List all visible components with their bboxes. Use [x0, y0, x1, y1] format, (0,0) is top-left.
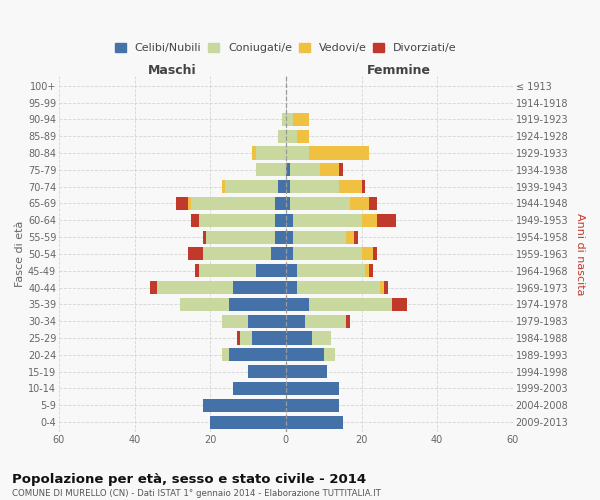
Bar [392, 298, 407, 311]
Legend: Celibi/Nubili, Coniugati/e, Vedovi/e, Divorziati/e: Celibi/Nubili, Coniugati/e, Vedovi/e, Di… [110, 38, 461, 58]
Bar [369, 264, 373, 278]
Bar [320, 164, 339, 176]
Text: Femmine: Femmine [367, 64, 431, 78]
Bar [256, 264, 286, 278]
Bar [286, 113, 293, 126]
Bar [150, 281, 157, 294]
Y-axis label: Anni di nascita: Anni di nascita [575, 212, 585, 295]
Bar [369, 197, 377, 210]
Bar [286, 348, 323, 362]
Bar [362, 180, 365, 193]
Bar [293, 248, 362, 260]
Bar [384, 281, 388, 294]
Bar [282, 113, 286, 126]
Bar [229, 298, 286, 311]
Bar [286, 365, 328, 378]
Bar [206, 230, 275, 243]
Bar [286, 382, 339, 395]
Bar [241, 332, 252, 344]
Bar [256, 164, 286, 176]
Bar [339, 180, 362, 193]
Bar [377, 214, 395, 227]
Bar [199, 214, 275, 227]
Y-axis label: Fasce di età: Fasce di età [15, 220, 25, 287]
Bar [210, 416, 286, 428]
Bar [286, 164, 290, 176]
Bar [362, 214, 377, 227]
Bar [286, 180, 290, 193]
Bar [313, 332, 331, 344]
Bar [373, 248, 377, 260]
Bar [323, 348, 335, 362]
Bar [380, 281, 384, 294]
Bar [354, 230, 358, 243]
Bar [275, 197, 286, 210]
Bar [286, 130, 297, 143]
Bar [286, 230, 293, 243]
Bar [286, 314, 305, 328]
Bar [286, 248, 293, 260]
Bar [199, 264, 256, 278]
Bar [362, 248, 373, 260]
Bar [203, 399, 286, 412]
Bar [233, 382, 286, 395]
Bar [221, 348, 229, 362]
Bar [286, 146, 308, 160]
Bar [188, 197, 191, 210]
Bar [346, 314, 350, 328]
Bar [229, 348, 286, 362]
Bar [278, 180, 286, 193]
Bar [290, 180, 339, 193]
Bar [271, 248, 286, 260]
Bar [286, 264, 297, 278]
Bar [191, 214, 199, 227]
Bar [286, 332, 313, 344]
Bar [293, 113, 308, 126]
Bar [286, 416, 343, 428]
Bar [286, 298, 308, 311]
Bar [286, 197, 290, 210]
Text: Popolazione per età, sesso e stato civile - 2014: Popolazione per età, sesso e stato civil… [12, 472, 366, 486]
Bar [286, 214, 293, 227]
Text: COMUNE DI MURELLO (CN) - Dati ISTAT 1° gennaio 2014 - Elaborazione TUTTITALIA.IT: COMUNE DI MURELLO (CN) - Dati ISTAT 1° g… [12, 489, 381, 498]
Bar [278, 130, 286, 143]
Bar [221, 314, 248, 328]
Bar [297, 130, 308, 143]
Bar [297, 281, 380, 294]
Bar [176, 197, 188, 210]
Bar [203, 248, 271, 260]
Bar [226, 180, 278, 193]
Bar [256, 146, 286, 160]
Bar [308, 298, 392, 311]
Bar [365, 264, 369, 278]
Bar [286, 281, 297, 294]
Bar [350, 197, 369, 210]
Bar [293, 214, 362, 227]
Bar [252, 146, 256, 160]
Bar [346, 230, 354, 243]
Bar [195, 264, 199, 278]
Bar [248, 314, 286, 328]
Bar [233, 281, 286, 294]
Bar [221, 180, 226, 193]
Bar [275, 214, 286, 227]
Bar [252, 332, 286, 344]
Bar [157, 281, 233, 294]
Bar [308, 146, 369, 160]
Bar [290, 197, 350, 210]
Bar [293, 230, 346, 243]
Text: Maschi: Maschi [148, 64, 197, 78]
Bar [290, 164, 320, 176]
Bar [297, 264, 365, 278]
Bar [203, 230, 206, 243]
Bar [339, 164, 343, 176]
Bar [180, 298, 229, 311]
Bar [286, 399, 339, 412]
Bar [275, 230, 286, 243]
Bar [305, 314, 346, 328]
Bar [188, 248, 203, 260]
Bar [236, 332, 241, 344]
Bar [191, 197, 275, 210]
Bar [248, 365, 286, 378]
